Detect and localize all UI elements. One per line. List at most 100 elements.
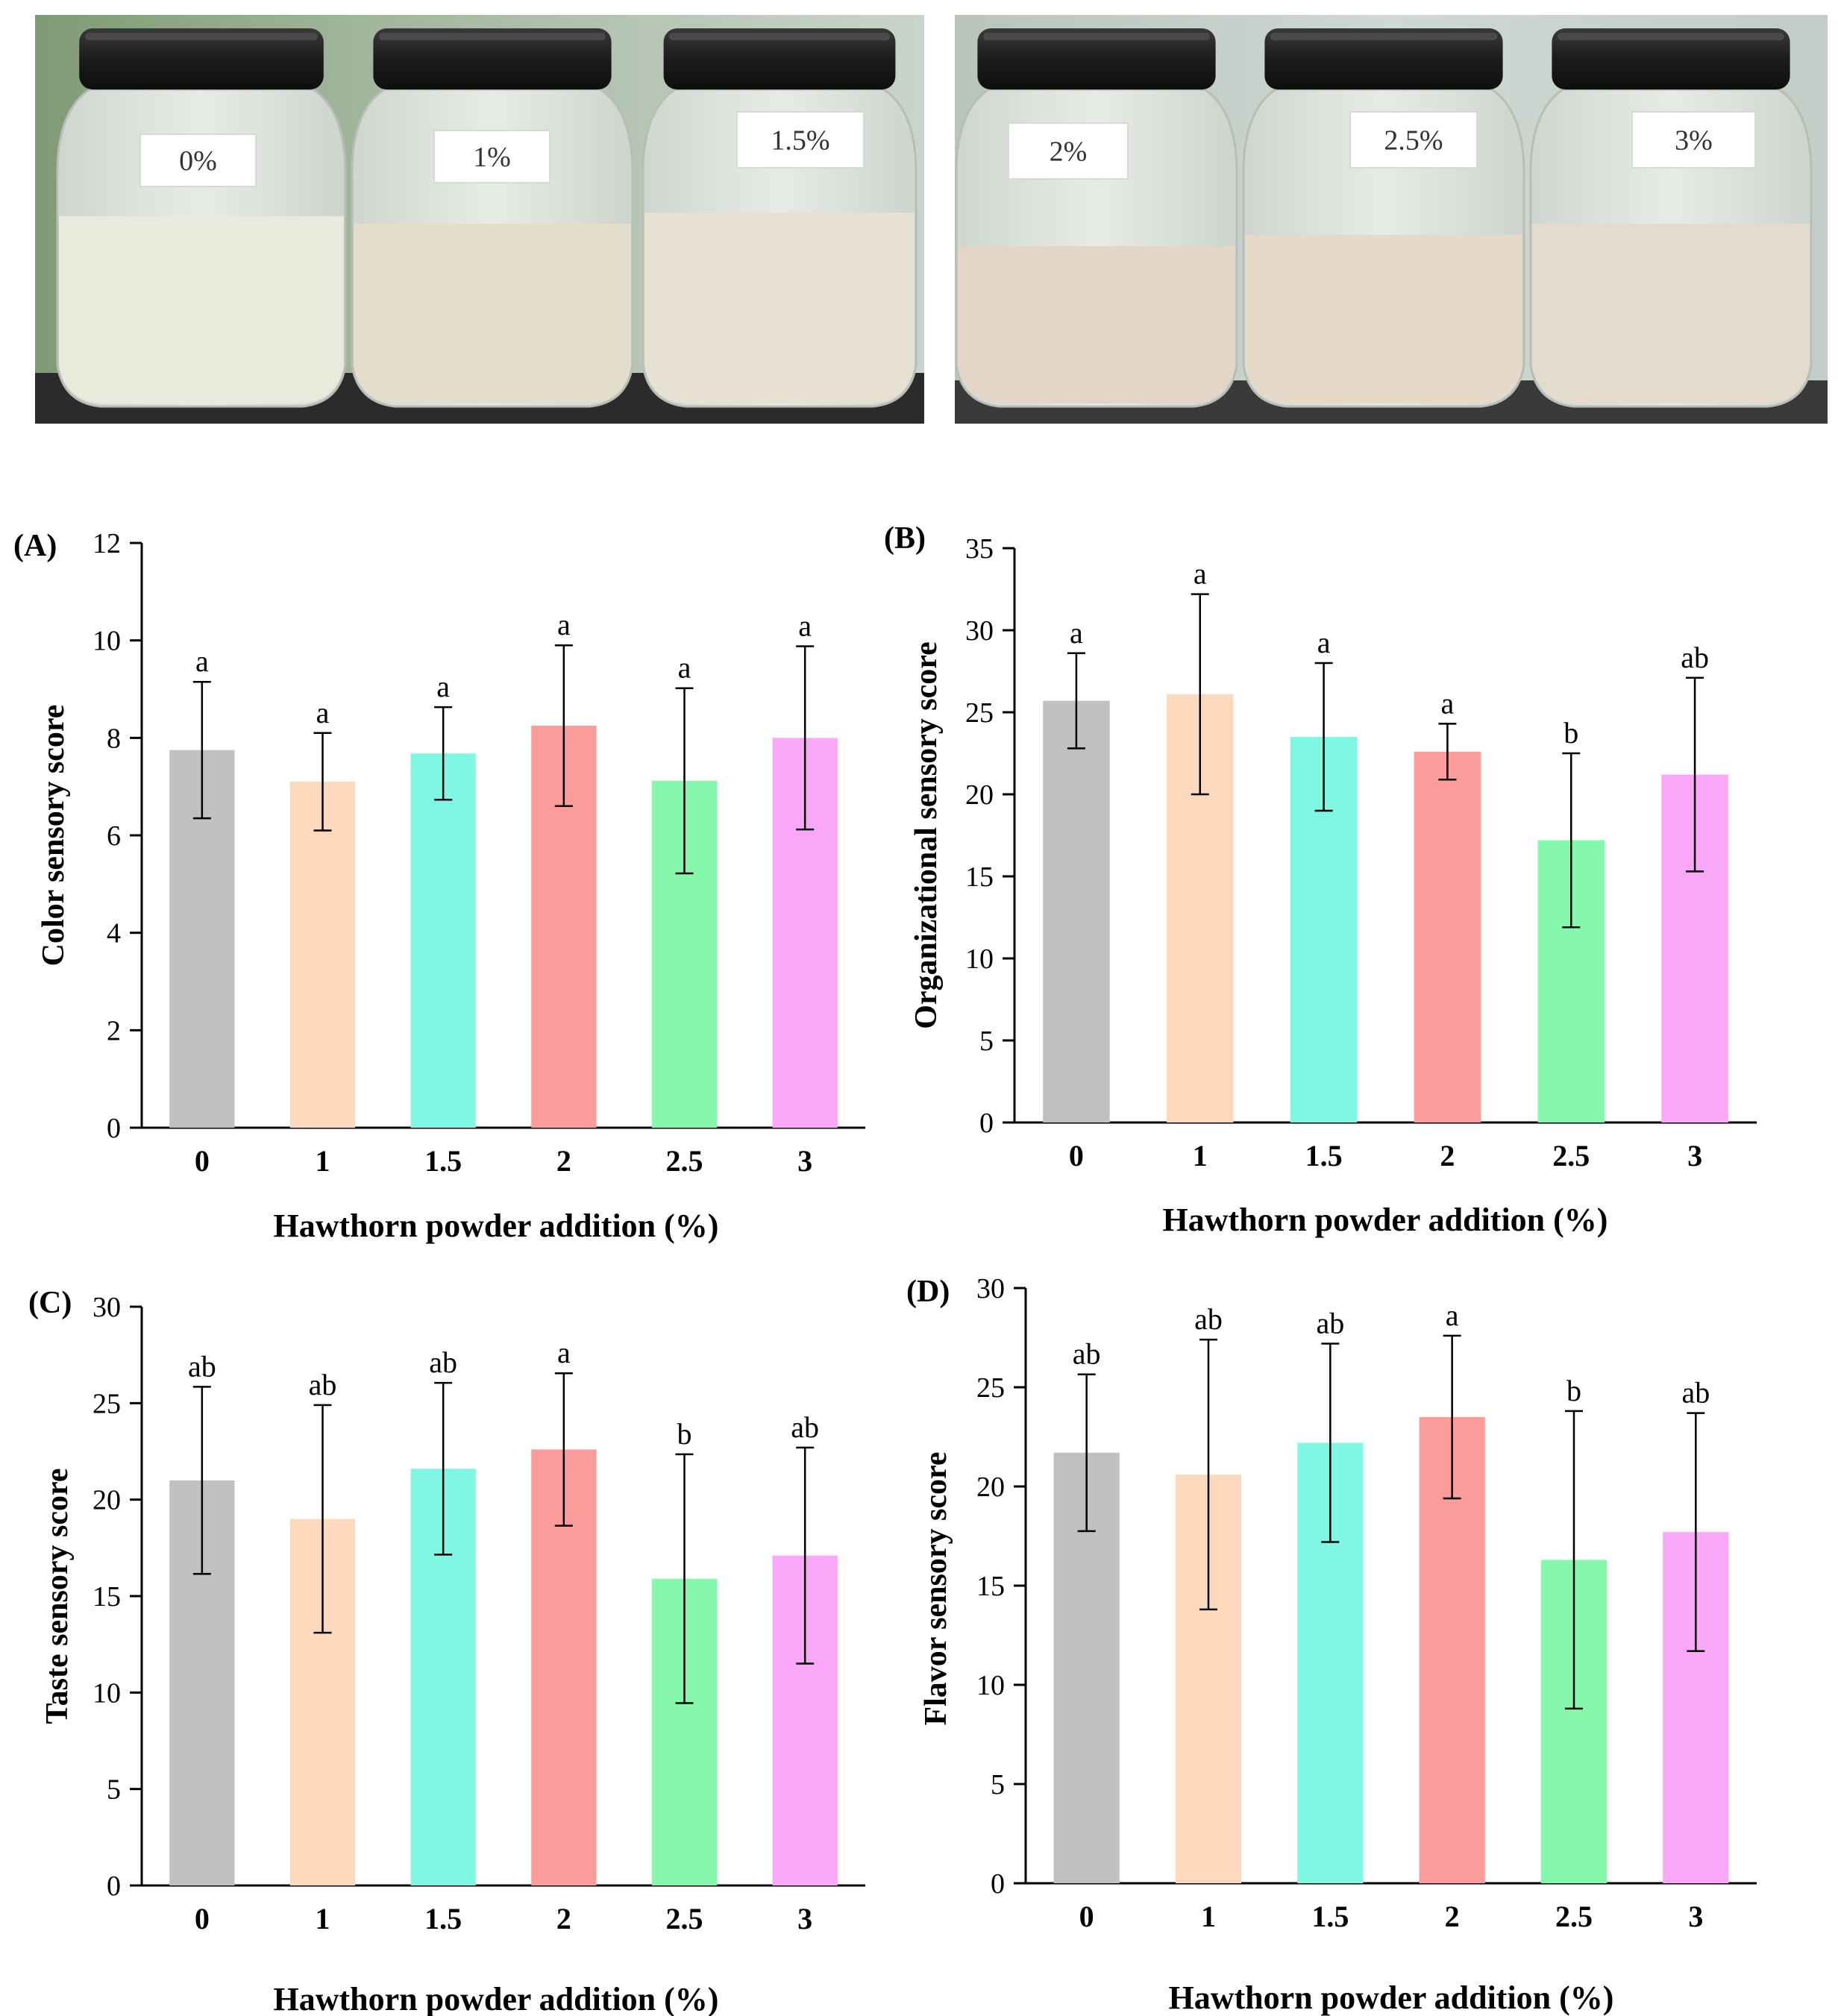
jar-label: 3% bbox=[1675, 125, 1713, 157]
y-tick-label: 15 bbox=[965, 861, 994, 893]
jar: 1.5% bbox=[642, 28, 918, 408]
jar-photos: 0% 1% 1.5% 2% 2.5% 3% bbox=[35, 15, 1828, 424]
x-tick-label: 2 bbox=[556, 1902, 571, 1935]
y-tick-label: 20 bbox=[965, 779, 994, 811]
significance-letter: a bbox=[1194, 557, 1207, 591]
x-axis-title: Hawthorn powder addition (%) bbox=[1169, 1979, 1614, 2016]
y-tick-label: 10 bbox=[965, 943, 994, 975]
significance-letter: ab bbox=[309, 1368, 337, 1401]
significance-letter: ab bbox=[188, 1349, 216, 1383]
y-tick-label: 25 bbox=[976, 1372, 1005, 1404]
jar: 2% bbox=[955, 28, 1238, 408]
significance-letter: ab bbox=[429, 1345, 457, 1379]
jar-label: 0% bbox=[179, 145, 217, 177]
x-tick-label: 1.5 bbox=[424, 1144, 462, 1178]
x-tick-label: 3 bbox=[797, 1144, 812, 1178]
x-axis-title: Hawthorn powder addition (%) bbox=[1163, 1202, 1608, 1238]
bar bbox=[1043, 700, 1110, 1122]
x-tick-label: 3 bbox=[1688, 1900, 1703, 1933]
y-tick-label: 15 bbox=[976, 1571, 1005, 1602]
significance-letter: ab bbox=[1681, 641, 1709, 674]
photo-panel-right: 2% 2.5% 3% bbox=[955, 15, 1828, 424]
significance-letter: a bbox=[678, 651, 691, 685]
x-tick-label: 1 bbox=[1201, 1900, 1216, 1933]
y-tick-label: 15 bbox=[92, 1581, 121, 1613]
significance-letter: ab bbox=[1073, 1337, 1101, 1371]
panel-label: (B) bbox=[884, 521, 926, 556]
chart-panel: (D) 0 5 10 15 20 25 30 ab 0 ab 1 ab 1.5 a 2 b 2.5 ab 3 Hawth… bbox=[906, 1273, 1757, 2016]
x-tick-label: 0 bbox=[195, 1144, 210, 1178]
y-tick-label: 35 bbox=[965, 533, 994, 565]
jar: 1% bbox=[351, 28, 634, 408]
y-tick-label: 25 bbox=[965, 697, 994, 729]
significance-letter: a bbox=[798, 609, 812, 643]
significance-letter: ab bbox=[1194, 1302, 1223, 1336]
y-tick-label: 12 bbox=[92, 528, 121, 559]
y-tick-label: 5 bbox=[979, 1026, 994, 1057]
jar-label-card bbox=[1349, 111, 1478, 169]
significance-letter: a bbox=[1317, 626, 1331, 659]
y-tick-label: 0 bbox=[107, 1871, 121, 1902]
chart-panel: (B) 0 5 10 15 20 25 30 35 a 0 a 1 a 1.5 a 2 b 2.5 ab 3 Hawtho… bbox=[884, 521, 1757, 1238]
significance-letter: a bbox=[557, 608, 571, 641]
jar-label: 2.5% bbox=[1384, 125, 1443, 157]
significance-letter: b bbox=[1563, 716, 1578, 750]
x-axis-title: Hawthorn powder addition (%) bbox=[274, 1981, 719, 2016]
photo-panel-left: 0% 1% 1.5% bbox=[35, 15, 924, 424]
bar bbox=[410, 753, 476, 1128]
jar-label-card bbox=[433, 130, 551, 183]
x-tick-label: 1 bbox=[316, 1902, 330, 1935]
jar-label-card bbox=[1631, 111, 1756, 169]
y-tick-label: 10 bbox=[976, 1670, 1005, 1701]
chart-panel: (A) 0 2 4 6 8 10 12 a 0 a 1 a 1.5 a 2 a 2.5 a 3 Hawthorn pow… bbox=[13, 528, 865, 1244]
significance-letter: a bbox=[436, 670, 450, 703]
jar-label: 2% bbox=[1050, 136, 1088, 168]
chart-panel: (C) 0 5 10 15 20 25 30 ab 0 ab 1 ab 1.5 a 2 b 2.5 ab 3 Hawth… bbox=[28, 1286, 865, 2016]
y-axis-title: Color sensory score bbox=[37, 705, 71, 967]
jar-label: 1% bbox=[473, 142, 511, 173]
significance-letter: a bbox=[316, 696, 330, 729]
y-tick-label: 10 bbox=[92, 1677, 121, 1709]
jar: 2.5% bbox=[1242, 28, 1525, 408]
significance-letter: a bbox=[1070, 616, 1083, 650]
x-tick-label: 1 bbox=[316, 1144, 330, 1178]
y-axis-title: Flavor sensory score bbox=[919, 1451, 953, 1725]
x-tick-label: 0 bbox=[1069, 1139, 1084, 1172]
significance-letter: a bbox=[195, 644, 209, 678]
x-tick-label: 2.5 bbox=[1555, 1900, 1593, 1933]
x-tick-label: 2 bbox=[556, 1144, 571, 1178]
bar bbox=[289, 782, 356, 1128]
y-axis-title: Taste sensory score bbox=[40, 1469, 75, 1724]
x-tick-label: 2.5 bbox=[1552, 1139, 1590, 1172]
x-tick-label: 1.5 bbox=[424, 1902, 462, 1935]
y-tick-label: 10 bbox=[92, 626, 121, 657]
y-tick-label: 6 bbox=[107, 820, 121, 852]
y-tick-label: 20 bbox=[976, 1472, 1005, 1503]
y-tick-label: 20 bbox=[92, 1485, 121, 1516]
jar-label: 1.5% bbox=[771, 125, 829, 157]
significance-letter: a bbox=[1441, 686, 1455, 720]
y-tick-label: 2 bbox=[107, 1015, 121, 1046]
x-tick-label: 3 bbox=[1687, 1139, 1702, 1172]
significance-letter: a bbox=[557, 1336, 571, 1369]
y-tick-label: 5 bbox=[991, 1769, 1005, 1800]
y-tick-label: 25 bbox=[92, 1388, 121, 1419]
significance-letter: a bbox=[1446, 1299, 1459, 1332]
significance-letter: ab bbox=[791, 1410, 819, 1444]
y-tick-label: 4 bbox=[107, 918, 121, 949]
x-axis-title: Hawthorn powder addition (%) bbox=[274, 1208, 719, 1244]
jar-label-card bbox=[1008, 122, 1129, 180]
jar: 3% bbox=[1529, 28, 1813, 408]
panel-label: (C) bbox=[28, 1286, 72, 1320]
y-tick-label: 5 bbox=[107, 1774, 121, 1806]
y-axis-title: Organizational sensory score bbox=[909, 641, 944, 1029]
x-tick-label: 1.5 bbox=[1305, 1139, 1343, 1172]
y-tick-label: 30 bbox=[92, 1292, 121, 1323]
jar: 0% bbox=[56, 28, 347, 408]
panel-label: (A) bbox=[13, 529, 57, 563]
x-tick-label: 3 bbox=[797, 1902, 812, 1935]
x-tick-label: 2 bbox=[1440, 1139, 1455, 1172]
significance-letter: ab bbox=[1316, 1306, 1344, 1340]
x-tick-label: 2 bbox=[1445, 1900, 1460, 1933]
y-tick-label: 0 bbox=[979, 1108, 994, 1139]
